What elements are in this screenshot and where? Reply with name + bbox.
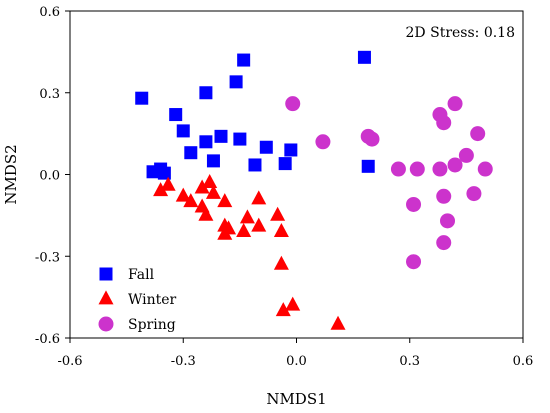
spring-point [406,196,422,212]
winter-point [251,190,267,205]
fall-point [248,158,262,172]
winter-point [198,206,214,221]
fall-point [184,146,198,160]
winter-point [285,296,301,311]
winter-point [183,193,199,208]
legend-fall-label: Fall [128,267,155,283]
winter-point [236,223,252,238]
fall-point [176,124,190,138]
winter-point [194,179,210,194]
fall-point [146,165,160,179]
winter-point [221,220,237,235]
spring-point [436,188,452,204]
fall-point [199,135,213,149]
legend-fall-marker [99,267,113,281]
legend-winter-marker [98,290,114,305]
spring-point [364,131,380,147]
fall-point [357,50,371,64]
winter-point [160,176,176,191]
spring-point [447,157,463,173]
x-axis-label: NMDS1 [266,390,326,408]
plot-area [69,10,524,339]
fall-point [206,154,220,168]
legend: Fall Winter Spring [98,267,177,333]
fall-point [284,143,298,157]
spring-point [436,115,452,131]
plot-frame [69,10,524,339]
spring-point [432,161,448,177]
spring-point [436,235,452,251]
data-points [135,50,493,330]
spring-point [285,96,301,112]
winter-point [217,193,233,208]
y-tick-label: 0.6 [39,5,60,20]
x-tick-label: 0.3 [399,354,420,369]
x-tick-label: -0.3 [171,354,196,369]
y-axis-label: NMDS2 [2,144,20,204]
fall-point [259,140,273,154]
spring-point [470,126,486,142]
x-tick-label: -0.6 [57,354,82,369]
spring-point [447,96,463,112]
winter-point [175,187,191,202]
winter-point [251,217,267,232]
spring-point [477,161,493,177]
y-tick-label: -0.3 [35,250,60,265]
winter-point [270,206,286,221]
fall-point [157,166,171,180]
fall-point [199,86,213,100]
fall-point [233,132,247,146]
spring-point [466,186,482,202]
winter-point [239,209,255,224]
y-tick-label: 0.3 [39,87,60,102]
winter-point [202,173,218,188]
fall-point [214,129,228,143]
winter-point [273,255,289,270]
fall-point [278,157,292,171]
winter-point [153,182,169,197]
spring-point [315,134,331,150]
x-tick-label: 0.6 [513,354,534,369]
fall-point [237,53,251,67]
axis-ticks: -0.6 -0.3 0.0 0.3 0.6 -0.6 -0.3 0.0 0.3 0.6 [35,5,533,369]
spring-point [440,213,455,229]
fall-point [229,75,243,89]
legend-winter-label: Winter [128,292,177,308]
fall-point [169,108,183,122]
fall-point [135,91,149,105]
winter-point [205,184,221,199]
spring-point [406,254,422,270]
legend-spring-label: Spring [128,317,176,333]
x-tick-label: 0.0 [286,354,307,369]
spring-point [458,147,474,163]
spring-point [390,161,406,177]
winter-point [273,223,289,238]
winter-point [330,315,346,330]
y-tick-label: 0.0 [39,169,60,184]
fall-point [361,159,375,173]
stress-annotation: 2D Stress: 0.18 [406,25,515,41]
legend-spring-marker [98,316,114,332]
y-tick-label: -0.6 [35,332,60,347]
winter-point [275,302,291,317]
spring-point [409,161,425,177]
